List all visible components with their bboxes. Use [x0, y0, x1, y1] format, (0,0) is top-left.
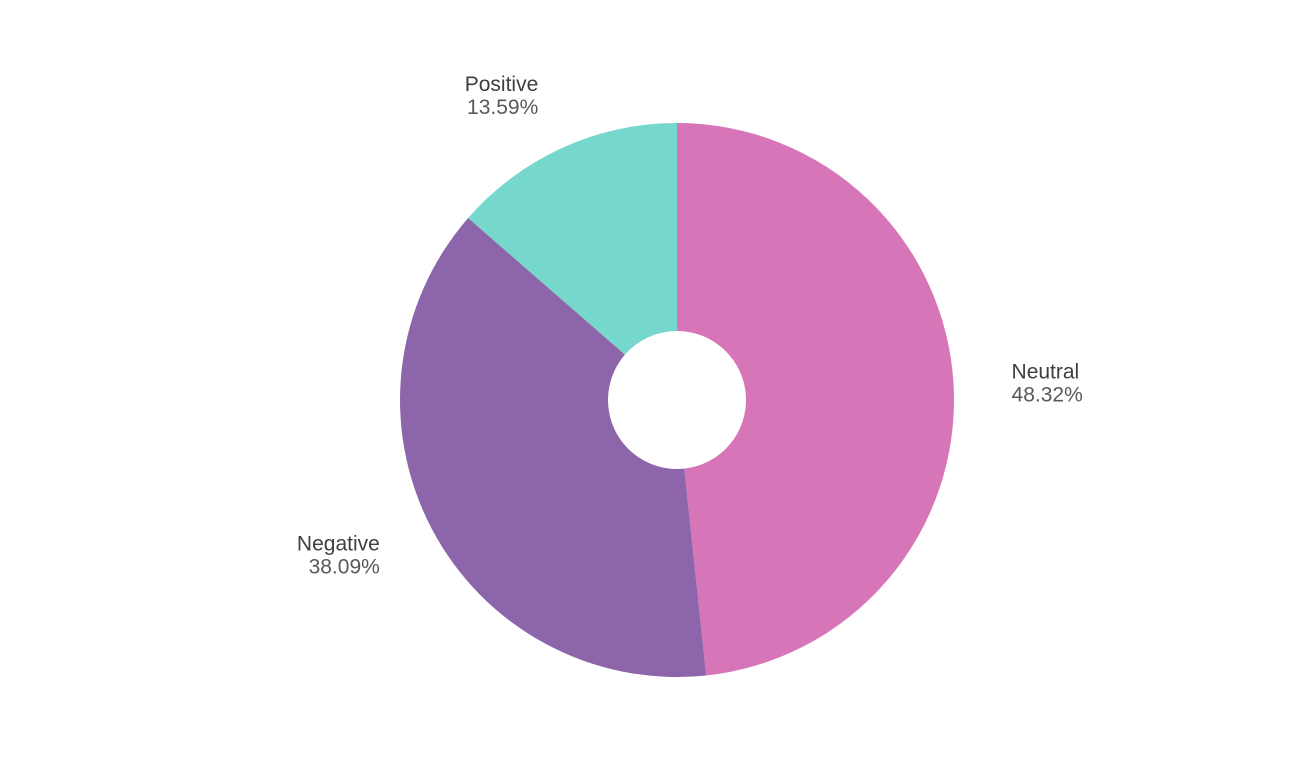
slice-label-name: Positive [465, 73, 539, 96]
slice-label-name: Negative [297, 533, 380, 556]
slice-label-percent: 48.32% [1012, 383, 1083, 406]
slice-negative[interactable] [400, 217, 707, 678]
slice-label-percent: 13.59% [467, 96, 538, 119]
slice-positive[interactable] [468, 122, 677, 355]
slice-neutral[interactable] [677, 123, 954, 676]
slice-label-name: Neutral [1012, 360, 1080, 383]
slice-label-percent: 38.09% [309, 556, 380, 579]
slices-layer [400, 122, 954, 678]
